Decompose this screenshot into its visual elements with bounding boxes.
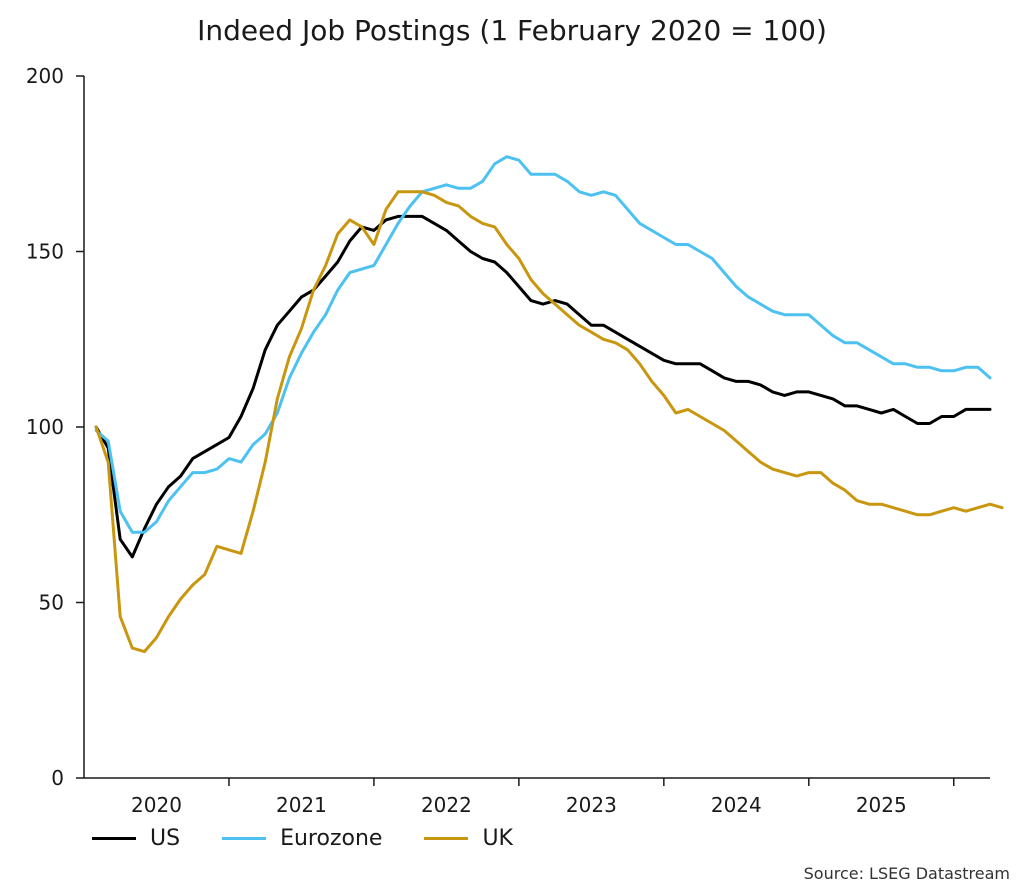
legend: US Eurozone UK	[92, 826, 513, 851]
legend-item-uk[interactable]: UK	[424, 826, 513, 851]
y-tick-label-50: 50	[39, 591, 64, 615]
y-tick-label-200: 200	[26, 64, 64, 88]
legend-label-us: US	[150, 826, 181, 851]
y-tick-label-150: 150	[26, 240, 64, 264]
source-note: Source: LSEG Datastream	[803, 864, 1010, 883]
series-layer	[94, 155, 1004, 654]
y-tick-label-0: 0	[51, 766, 64, 790]
x-tick-label-2022: 2022	[421, 793, 472, 817]
legend-label-eurozone: Eurozone	[280, 826, 383, 851]
legend-swatch-us	[92, 837, 136, 840]
axes: 0 50 100 150 200 2020 2021 2022 2023 2024 2025	[26, 64, 990, 817]
legend-swatch-uk	[424, 837, 469, 840]
legend-item-eurozone[interactable]: Eurozone	[222, 826, 382, 851]
legend-swatch-eurozone	[222, 837, 267, 840]
x-tick-label-2020: 2020	[131, 793, 182, 817]
y-tick-label-100: 100	[26, 415, 64, 439]
chart-title: Indeed Job Postings (1 February 2020 = 1…	[197, 14, 827, 47]
x-tick-label-2023: 2023	[566, 793, 617, 817]
series-line-eurozone	[94, 155, 992, 534]
legend-item-us[interactable]: US	[92, 826, 180, 851]
x-tick-label-2021: 2021	[276, 793, 327, 817]
x-tick-label-2024: 2024	[711, 793, 762, 817]
series-line-us	[94, 214, 992, 559]
x-tick-label-2025: 2025	[856, 793, 907, 817]
series-line-uk	[94, 190, 1004, 654]
legend-label-uk: UK	[482, 826, 513, 851]
